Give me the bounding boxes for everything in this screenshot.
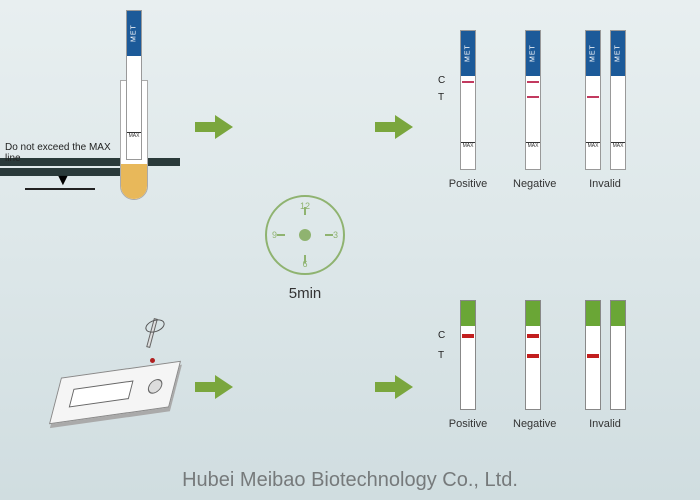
drop-icon bbox=[150, 358, 155, 363]
strip-head: MET bbox=[127, 11, 141, 56]
strip-invalid-2: MET MAX bbox=[610, 30, 626, 170]
c-label: C bbox=[438, 330, 445, 341]
strip-head: MET bbox=[611, 31, 625, 76]
tube-liquid bbox=[121, 164, 147, 199]
c-band bbox=[527, 81, 539, 83]
strip-head: MET bbox=[526, 31, 540, 76]
max-line: MAX bbox=[461, 142, 475, 149]
arrow-icon bbox=[375, 115, 413, 139]
positive-label: Positive bbox=[448, 418, 488, 430]
strip-head: MET bbox=[586, 31, 600, 76]
cass-head bbox=[611, 301, 625, 326]
max-line: MAX bbox=[127, 132, 141, 139]
tick bbox=[325, 234, 333, 236]
dropper-bulb bbox=[144, 317, 167, 335]
max-line: MAX bbox=[526, 142, 540, 149]
t-band bbox=[527, 354, 539, 358]
invalid-label: Invalid bbox=[585, 178, 625, 190]
cassette-invalid-1 bbox=[585, 300, 601, 410]
test-strip-in-tube: MET MAX bbox=[126, 10, 142, 160]
tick bbox=[304, 207, 306, 215]
t-label: T bbox=[438, 92, 444, 103]
cassette-device bbox=[55, 370, 175, 415]
invalid-label: Invalid bbox=[585, 418, 625, 430]
cassette-positive bbox=[460, 300, 476, 410]
cass-head bbox=[526, 301, 540, 326]
cass-head bbox=[586, 301, 600, 326]
tick bbox=[277, 234, 285, 236]
t-band bbox=[527, 96, 539, 98]
watermark-text: Hubei Meibao Biotechnology Co., Ltd. bbox=[0, 469, 700, 492]
wait-time-label: 5min bbox=[265, 285, 345, 302]
strip-negative: MET MAX bbox=[525, 30, 541, 170]
c-band bbox=[462, 334, 474, 338]
arrow-icon bbox=[195, 115, 233, 139]
max-line: MAX bbox=[611, 142, 625, 149]
strip-positive: MET MAX bbox=[460, 30, 476, 170]
negative-label: Negative bbox=[513, 178, 553, 190]
cass-head bbox=[461, 301, 475, 326]
t-band bbox=[587, 354, 599, 358]
cassette-invalid-2 bbox=[610, 300, 626, 410]
strip-invalid-1: MET MAX bbox=[585, 30, 601, 170]
negative-label: Negative bbox=[513, 418, 553, 430]
tick bbox=[304, 255, 306, 263]
underline bbox=[25, 188, 95, 190]
clock-center bbox=[299, 229, 311, 241]
max-line: MAX bbox=[586, 142, 600, 149]
cassette-negative bbox=[525, 300, 541, 410]
clock-3: 3 bbox=[333, 230, 338, 240]
c-band bbox=[527, 334, 539, 338]
clock-icon: 12 3 6 9 bbox=[265, 195, 345, 275]
positive-label: Positive bbox=[448, 178, 488, 190]
instruction-text: Do not exceed the MAX line bbox=[0, 142, 120, 164]
t-band bbox=[587, 96, 599, 98]
arrow-icon bbox=[375, 375, 413, 399]
c-band bbox=[462, 81, 474, 83]
strip-head: MET bbox=[461, 31, 475, 76]
arrow-icon bbox=[195, 375, 233, 399]
c-label: C bbox=[438, 75, 445, 86]
t-label: T bbox=[438, 350, 444, 361]
